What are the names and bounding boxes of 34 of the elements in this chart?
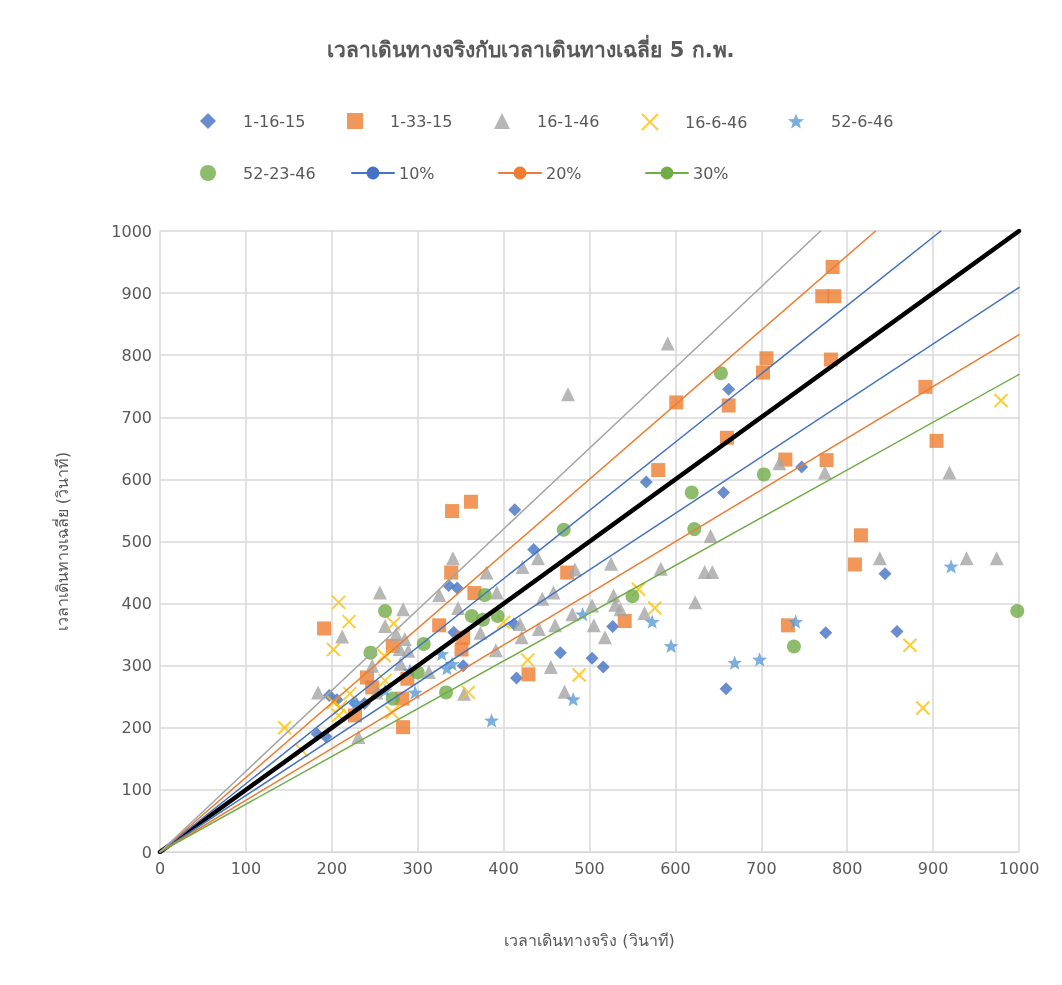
legend-label: 20% [546,163,582,183]
y-axis-title: เวลาเดินทางเฉลี่ย (วินาที) [50,451,72,632]
x-tick-label: 100 [230,858,262,878]
x-tick-label: 600 [660,858,691,878]
y-tick-label: 900 [121,283,152,303]
y-tick-label: 200 [121,718,152,738]
x-tick-label: 900 [917,858,949,878]
legend-label: 52-6-46 [831,111,894,131]
x-axis-title: เวลาเดินทางจริง (วินาที) [504,930,675,950]
x-tick-label: 400 [488,858,519,878]
x-tick-label: 500 [574,858,605,878]
legend-label: 1-16-15 [243,111,306,131]
legend-label: 10% [399,163,435,183]
legend-label: 16-6-46 [685,112,748,132]
y-tick-label: 400 [121,594,152,614]
y-tick-label: 800 [121,345,152,365]
y-tick-label: 100 [121,780,152,800]
y-tick-label: 500 [121,532,152,551]
x-tick-label: 200 [316,858,348,878]
x-tick-label: 0 [154,858,166,878]
legend-label: 16-1-46 [537,111,600,131]
x-tick-label: 300 [402,858,433,878]
y-tick-label: 300 [121,656,152,676]
y-tick-label: 1000 [111,221,152,241]
legend-label: 1-33-15 [390,111,453,131]
y-tick-label: 600 [121,469,152,489]
x-tick-label: 700 [746,858,777,878]
chart-title: เวลาเดินทางจริงกับเวลาเดินทางเฉลี่ย 5 ก.พ. [327,33,735,62]
legend-label: 30% [693,163,729,183]
legend-label: 52-23-46 [243,163,316,183]
y-tick-label: 0 [141,842,152,862]
y-tick-label: 700 [121,407,152,427]
x-tick-label: 800 [831,858,863,878]
x-tick-label: 1000 [998,858,1040,878]
